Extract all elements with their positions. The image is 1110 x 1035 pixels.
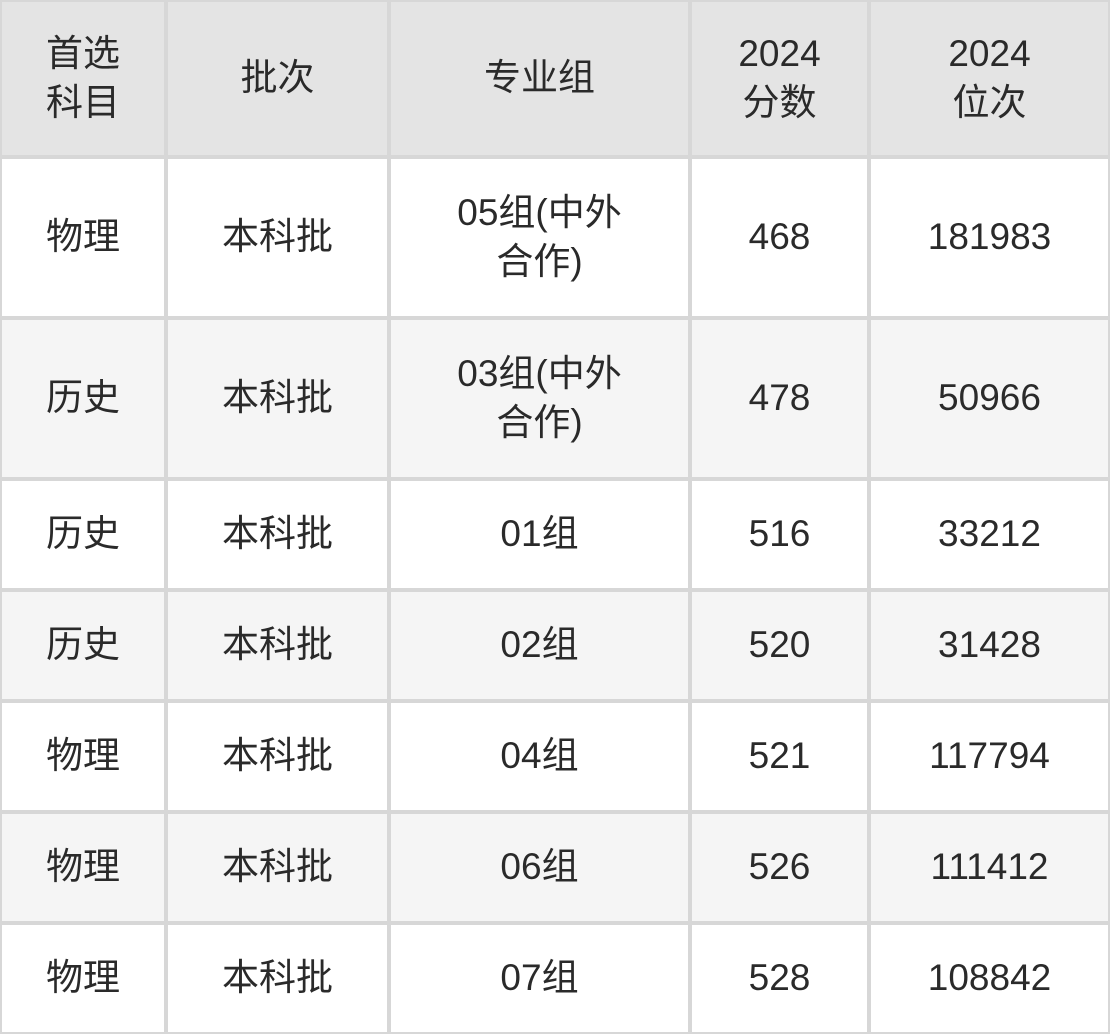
table-row: 历史 本科批 02组 520 31428 bbox=[0, 590, 1110, 701]
table-header-row: 首选 科目 批次 专业组 2024 分数 2024 位次 bbox=[0, 0, 1110, 157]
cell-subject: 历史 bbox=[0, 590, 166, 701]
cell-rank: 31428 bbox=[869, 590, 1110, 701]
header-rank-2024: 2024 位次 bbox=[869, 0, 1110, 157]
table-row: 物理 本科批 05组(中外 合作) 468 181983 bbox=[0, 157, 1110, 318]
cell-rank: 117794 bbox=[869, 701, 1110, 812]
cell-score: 516 bbox=[690, 479, 869, 590]
cell-rank: 111412 bbox=[869, 812, 1110, 923]
cell-group: 06组 bbox=[389, 812, 690, 923]
cell-rank: 181983 bbox=[869, 157, 1110, 318]
cell-group: 07组 bbox=[389, 923, 690, 1034]
cell-group: 02组 bbox=[389, 590, 690, 701]
cell-group: 05组(中外 合作) bbox=[389, 157, 690, 318]
cell-subject: 物理 bbox=[0, 157, 166, 318]
cell-score: 478 bbox=[690, 318, 869, 479]
cell-subject: 物理 bbox=[0, 812, 166, 923]
table-row: 物理 本科批 07组 528 108842 bbox=[0, 923, 1110, 1034]
cell-batch: 本科批 bbox=[166, 479, 389, 590]
table-row: 物理 本科批 04组 521 117794 bbox=[0, 701, 1110, 812]
cell-rank: 50966 bbox=[869, 318, 1110, 479]
cell-rank: 108842 bbox=[869, 923, 1110, 1034]
cell-group: 01组 bbox=[389, 479, 690, 590]
cell-group: 03组(中外 合作) bbox=[389, 318, 690, 479]
cell-batch: 本科批 bbox=[166, 923, 389, 1034]
cell-score: 526 bbox=[690, 812, 869, 923]
table-row: 历史 本科批 01组 516 33212 bbox=[0, 479, 1110, 590]
cell-batch: 本科批 bbox=[166, 318, 389, 479]
cell-batch: 本科批 bbox=[166, 590, 389, 701]
cell-rank: 33212 bbox=[869, 479, 1110, 590]
cell-subject: 历史 bbox=[0, 318, 166, 479]
cell-subject: 物理 bbox=[0, 923, 166, 1034]
cell-group: 04组 bbox=[389, 701, 690, 812]
header-score-2024: 2024 分数 bbox=[690, 0, 869, 157]
header-batch: 批次 bbox=[166, 0, 389, 157]
table-row: 历史 本科批 03组(中外 合作) 478 50966 bbox=[0, 318, 1110, 479]
cell-subject: 物理 bbox=[0, 701, 166, 812]
header-group: 专业组 bbox=[389, 0, 690, 157]
header-subject: 首选 科目 bbox=[0, 0, 166, 157]
cell-batch: 本科批 bbox=[166, 812, 389, 923]
table-row: 物理 本科批 06组 526 111412 bbox=[0, 812, 1110, 923]
cell-score: 468 bbox=[690, 157, 869, 318]
cell-score: 520 bbox=[690, 590, 869, 701]
cell-batch: 本科批 bbox=[166, 701, 389, 812]
cell-score: 528 bbox=[690, 923, 869, 1034]
cell-batch: 本科批 bbox=[166, 157, 389, 318]
cell-score: 521 bbox=[690, 701, 869, 812]
cell-subject: 历史 bbox=[0, 479, 166, 590]
